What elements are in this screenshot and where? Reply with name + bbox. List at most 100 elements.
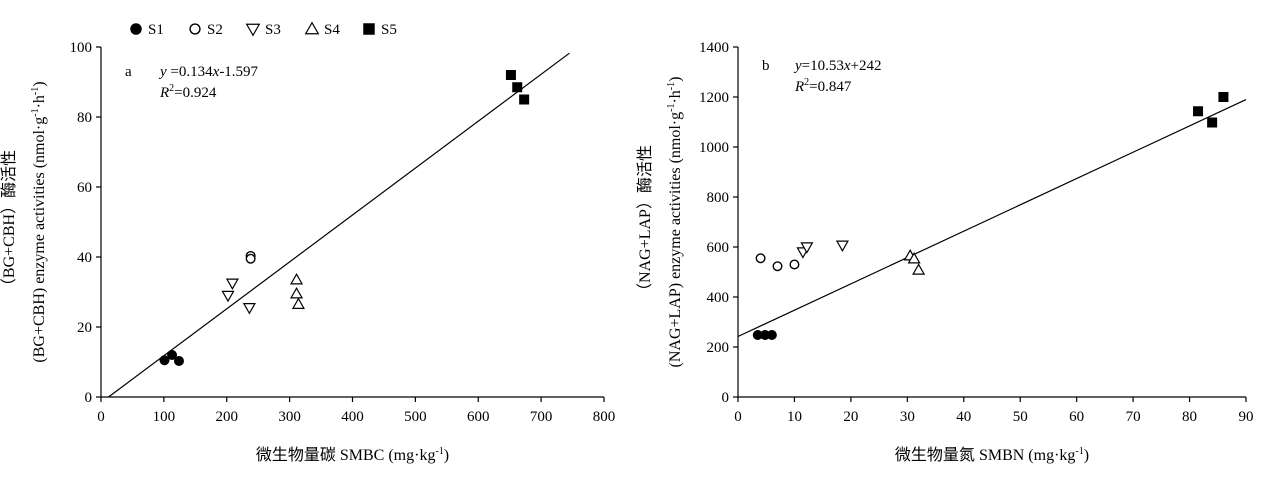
panel-b-point-s5 — [1207, 117, 1218, 128]
panel-a-point-s1 — [159, 355, 170, 366]
panel-b-y-tick-label: 1000 — [699, 140, 729, 156]
panel-b-point-s3 — [835, 240, 849, 252]
panel-b-x-tick-label: 80 — [1182, 409, 1197, 425]
panel-a-y-title-mid: ·h — [31, 95, 48, 108]
panel-a-eq-intercept: -1.597 — [219, 64, 258, 80]
panel-b-scatter: 0 10 20 30 40 50 60 70 80 90 0 200 400 600 800 1000 1200… — [636, 40, 1254, 464]
panel-a-point-s4 — [290, 287, 304, 299]
panel-b-point-s2 — [789, 259, 800, 270]
panel-b-y-title-mid: ·h — [667, 90, 684, 103]
panel-a-y-tick-label: 20 — [77, 320, 92, 336]
panel-b-y-title-sup1: -1 — [666, 104, 677, 112]
panel-a-y-title-sup1: -1 — [30, 108, 41, 116]
panel-a-y-tick-label: 100 — [70, 40, 93, 56]
panel-b-x-title-sup: -1 — [1075, 446, 1083, 457]
panel-b-y-title-main: (NAG+LAP) enzyme activities (nmol·g — [667, 112, 684, 368]
panel-a-point-s2 — [245, 253, 256, 264]
legend-marker-s3 — [245, 23, 261, 37]
panel-a-y-title-line1: （BG+CBH）酶活性 — [0, 150, 18, 294]
legend-label-s1: S1 — [148, 22, 164, 38]
legend-marker-s2 — [189, 23, 201, 35]
panel-a-point-s5 — [505, 70, 516, 80]
panel-b-x-tick-label: 70 — [1126, 409, 1141, 425]
panel-b-x-tick-label: 40 — [956, 409, 971, 425]
panel-b-equation: y=10.53x+242 — [793, 58, 882, 74]
panel-b-point-s3 — [800, 242, 814, 254]
panel-a-eq-slope: =0.134 — [167, 64, 213, 80]
panel-a-y-title-close: ) — [31, 81, 48, 86]
legend-label-s3: S3 — [265, 22, 281, 38]
panel-b-r2-base: R — [794, 79, 804, 95]
panel-a-eq-y: y — [158, 64, 167, 80]
panel-a-y-tick-label: 60 — [77, 180, 92, 196]
panel-a-point-s1 — [173, 355, 184, 366]
panel-b-point-s5 — [1193, 106, 1204, 117]
legend-marker-s1 — [130, 23, 142, 35]
panel-b-y-tick-label: 1200 — [699, 90, 729, 106]
panel-a-y-title-line2: (BG+CBH) enzyme activities (nmol·g-1·h-1… — [30, 81, 48, 362]
panel-b-point-s2 — [755, 253, 766, 264]
panel-a-point-s5 — [519, 94, 530, 105]
panel-a-point-s3 — [242, 303, 256, 315]
panel-a-eq-x: x — [212, 64, 220, 80]
panel-a-y-title-sup2: -1 — [30, 87, 41, 95]
panel-b-x-tick-label: 90 — [1239, 409, 1254, 425]
panel-a-y-tick-label: 80 — [77, 110, 92, 126]
panel-a-x-tick-label: 400 — [341, 409, 364, 425]
panel-b-r2-value: =0.847 — [809, 79, 852, 95]
legend: S1 S2 S3 S4 S5 — [130, 21, 397, 38]
panel-a-equation: y =0.134x-1.597 — [158, 64, 259, 80]
panel-b-x-tick-label: 30 — [900, 409, 915, 425]
panel-b-y-tick-label: 400 — [707, 290, 730, 306]
panel-a-x-tick-label: 600 — [467, 409, 490, 425]
panel-b-y-tick-label: 800 — [707, 190, 730, 206]
panel-a-x-title-en: SMBC (mg·kg — [340, 447, 436, 464]
panel-b-point-s2 — [772, 261, 783, 272]
panel-b-point-s4 — [907, 252, 921, 264]
panel-a-r2-value: =0.924 — [174, 85, 217, 101]
panel-b-x-tick-label: 60 — [1069, 409, 1084, 425]
panel-a-x-tick-label: 700 — [530, 409, 553, 425]
panel-a-y-tick-label: 0 — [85, 390, 93, 406]
panel-a-x-tick-label: 300 — [278, 409, 301, 425]
panel-b-y-tick-label: 200 — [707, 340, 730, 356]
legend-marker-s5 — [363, 23, 375, 35]
panel-b-x-title-close: ) — [1084, 447, 1089, 464]
panel-b-y-title-close: ) — [667, 77, 684, 82]
panel-b-eq-slope: =10.53 — [802, 58, 844, 74]
panel-b-y-tick-label: 1400 — [699, 40, 729, 56]
panel-a-label: a — [125, 64, 132, 80]
panel-a-point-s3 — [225, 278, 239, 290]
panel-a-point-s5 — [512, 82, 523, 93]
panel-b-r2: R2=0.847 — [794, 77, 852, 95]
panel-a-x-title-close: ) — [444, 447, 449, 464]
panel-a-x-title-sup: -1 — [435, 446, 443, 457]
panel-b-y-tick-label: 0 — [722, 390, 730, 406]
panel-a-r2: R2=0.924 — [159, 83, 217, 101]
panel-a-x-tick-label: 500 — [404, 409, 427, 425]
panel-a-x-tick-label: 100 — [153, 409, 176, 425]
panel-a-point-s1 — [167, 350, 178, 360]
panel-b-y-title-line1: （NAG+LAP）酶活性 — [636, 145, 654, 299]
panel-a-point-s3 — [221, 290, 235, 303]
panel-b-x-title-cn: 微生物量氮 — [895, 446, 979, 464]
legend-marker-s4 — [304, 21, 320, 35]
panel-a-r2-base: R — [159, 85, 169, 101]
panel-b-x-tick-label: 10 — [787, 409, 802, 425]
panel-b-point-s5 — [1218, 92, 1229, 102]
panel-b-eq-y: y — [793, 58, 802, 74]
panel-a-y-tick-label: 40 — [77, 250, 92, 266]
panel-b-label: b — [762, 58, 770, 74]
panel-a-x-tick-label: 800 — [593, 409, 616, 425]
panel-a-x-tick-label: 200 — [216, 409, 239, 425]
panel-b-point-s1 — [766, 330, 777, 340]
panel-b-x-title: 微生物量氮 SMBN (mg·kg-1) — [895, 446, 1089, 464]
panel-a-point-s4 — [290, 273, 304, 285]
panel-b-y-title-sup2: -1 — [666, 82, 677, 90]
panel-a-point-s4 — [291, 297, 305, 309]
legend-label-s5: S5 — [381, 22, 397, 38]
panel-a-scatter: 0 100 200 300 400 500 600 700 800 0 20 40 60 80 100 a y … — [0, 40, 615, 464]
panel-a-x-title: 微生物量碳 SMBC (mg·kg-1) — [256, 446, 449, 464]
panel-b-x-tick-label: 0 — [734, 409, 742, 425]
